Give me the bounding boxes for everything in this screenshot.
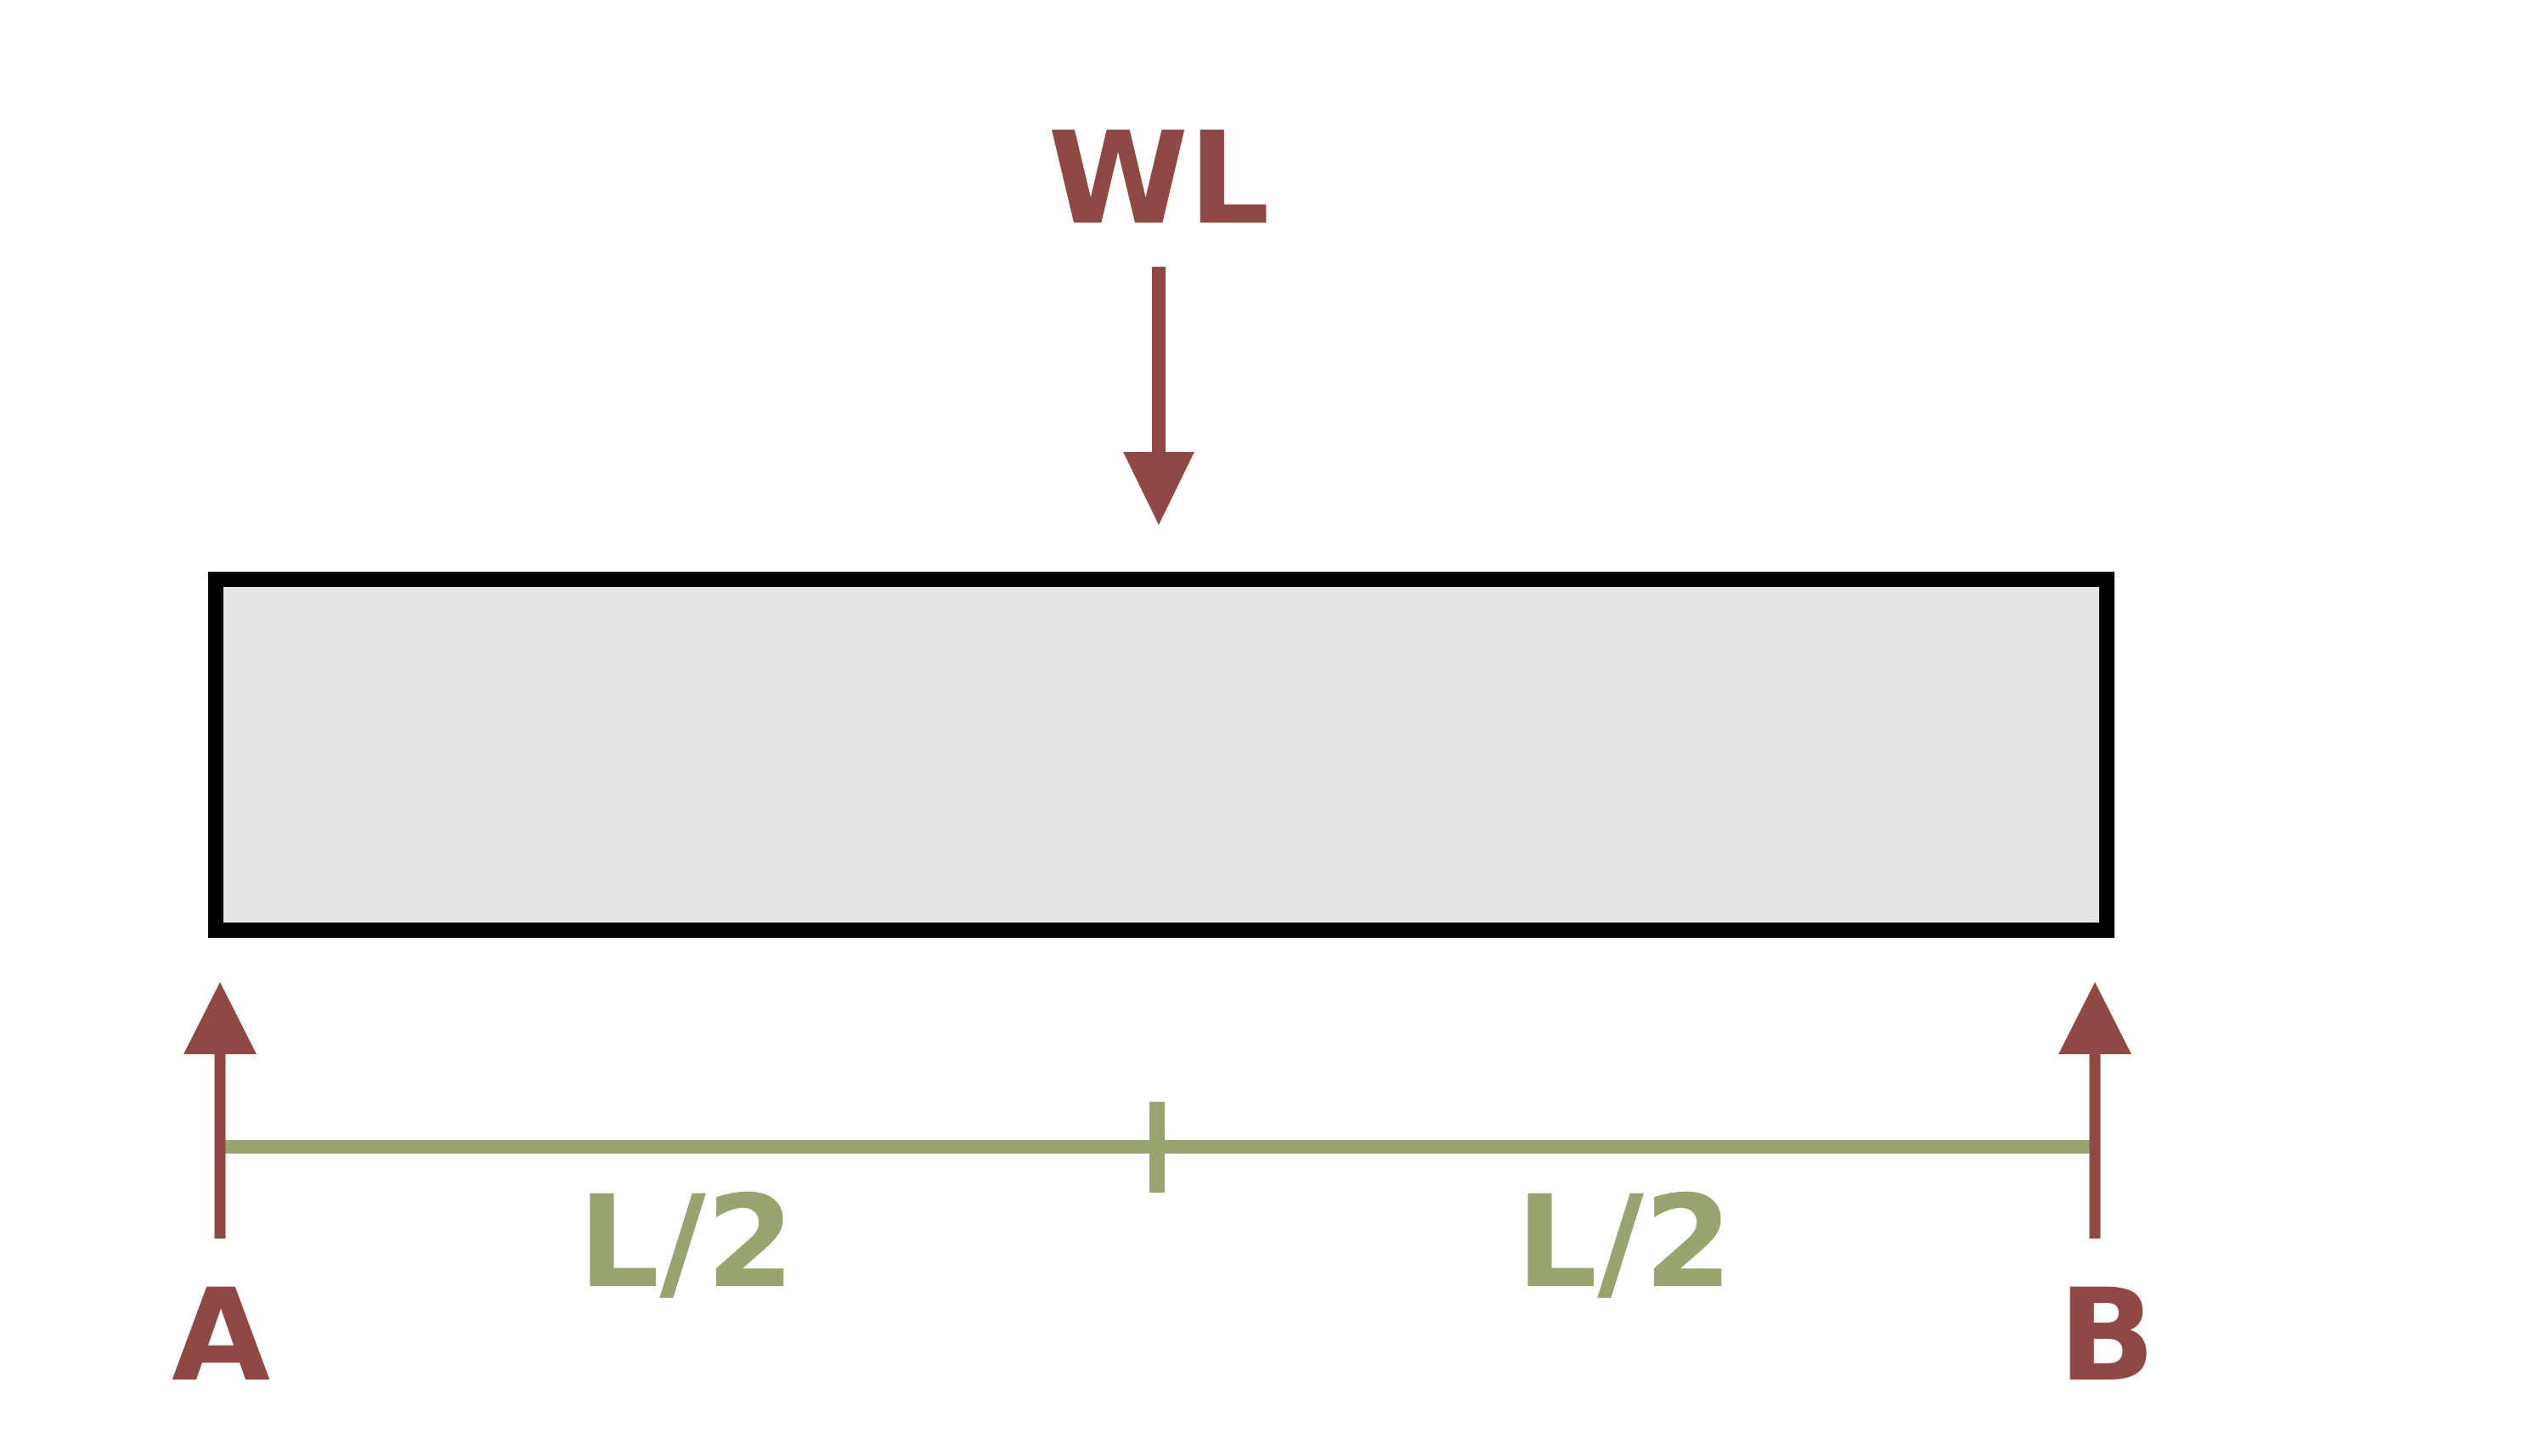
- dimension-line: [223, 1102, 2095, 1193]
- reaction-arrow-b: [2058, 982, 2131, 1239]
- load-label: WL: [1047, 105, 1269, 253]
- beam: [208, 572, 2114, 938]
- support-label-b: B: [2058, 1262, 2155, 1410]
- dimension-label-left: L/2: [579, 1169, 795, 1317]
- support-label-a: A: [172, 1262, 270, 1410]
- dimension-label-right: L/2: [1516, 1169, 1733, 1317]
- reaction-arrow-a: [183, 982, 257, 1239]
- load-arrow: [1123, 267, 1194, 525]
